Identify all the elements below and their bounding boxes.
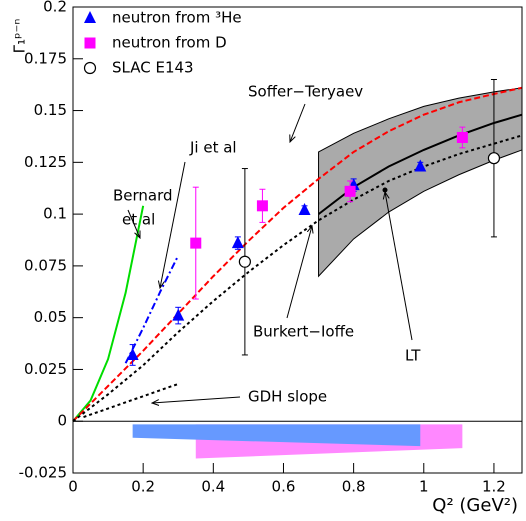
legend-label: neutron from D (112, 34, 227, 52)
curve (72, 134, 523, 423)
y-tick-label: 0.175 (24, 49, 67, 67)
y-axis-label: Γ₁ᵖ⁻ⁿ (11, 19, 29, 54)
annotation-arrow (290, 103, 306, 142)
band (132, 424, 421, 447)
annotation-arrow (385, 192, 413, 341)
band (318, 87, 523, 278)
annotation: Soffer−Teryaev (248, 83, 363, 101)
curve (83, 382, 179, 419)
legend-label: neutron from ³He (112, 9, 242, 27)
circle-marker (487, 152, 501, 165)
curve (124, 255, 180, 364)
y-tick-label: 0.025 (24, 360, 67, 378)
square-marker (456, 131, 468, 143)
x-tick-label: 0.6 (272, 478, 296, 496)
x-tick-label: 1 (419, 478, 429, 496)
x-axis-label: Q² (GeV²) (432, 495, 518, 516)
x-tick-label: 0 (68, 478, 78, 496)
annotation: et al (122, 211, 155, 229)
y-tick-label: 0.15 (34, 101, 67, 119)
triangle-marker (231, 236, 244, 249)
annotation: GDH slope (248, 388, 327, 406)
square-marker (344, 185, 356, 197)
triangle-marker (126, 347, 139, 360)
x-tick-label: 0.4 (201, 478, 225, 496)
annotation: Burkert−Ioffe (253, 323, 354, 341)
lt-dot (382, 187, 388, 193)
triangle-marker (84, 11, 96, 23)
annotation-arrow (160, 161, 186, 288)
circle-marker (83, 61, 97, 75)
circle-marker (238, 255, 251, 268)
y-tick-label: 0.2 (43, 0, 67, 16)
y-tick-label: -0.025 (19, 464, 67, 482)
square-marker (256, 200, 268, 212)
annotation-arrow (152, 396, 241, 403)
legend-label: SLAC E143 (112, 59, 194, 77)
annotation-arrow (127, 209, 140, 238)
triangle-marker (414, 159, 427, 172)
triangle-marker (172, 308, 185, 321)
annotation-arrow (286, 226, 312, 319)
y-tick-label: 0.05 (34, 308, 67, 326)
curve (72, 205, 145, 422)
annotation: Bernard (113, 187, 173, 205)
curve (72, 86, 523, 422)
annotation: Ji et al (189, 139, 237, 157)
plot-frame (72, 6, 523, 474)
annotation: LT (405, 347, 421, 365)
y-tick-label: 0.125 (24, 153, 67, 171)
x-tick-label: 1.2 (482, 478, 506, 496)
y-tick-label: 0.075 (24, 256, 67, 274)
y-tick-label: 0 (57, 412, 67, 430)
y-tick-label: 0.1 (43, 205, 67, 223)
triangle-marker (298, 202, 311, 215)
x-tick-label: 0.8 (342, 478, 366, 496)
square-marker (190, 237, 202, 249)
square-marker (84, 37, 96, 49)
x-tick-label: 0.2 (131, 478, 155, 496)
